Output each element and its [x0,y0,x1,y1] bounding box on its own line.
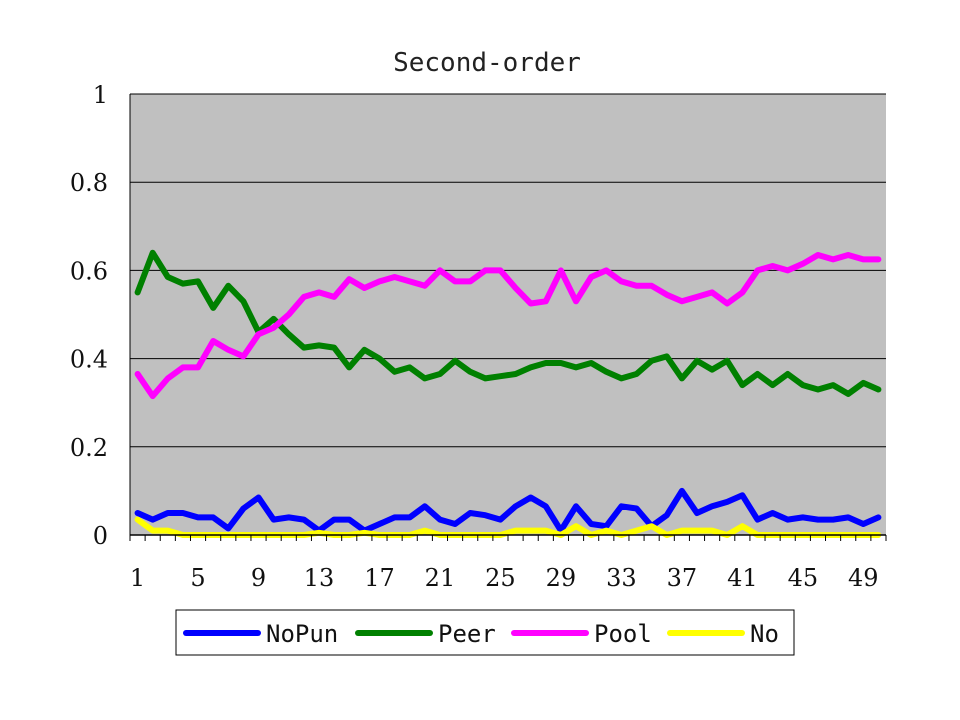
x-tick-label: 37 [667,564,698,592]
x-tick-label: 1 [130,564,145,592]
x-tick-label: 29 [546,564,577,592]
series-lines [134,249,882,538]
plot-area [130,94,886,535]
y-tick-label: 0.6 [70,257,108,285]
x-tick-label: 49 [848,564,879,592]
y-tick-labels: 0 0.2 0.4 0.6 0.8 1 [70,81,108,550]
x-tick-label: 33 [606,564,637,592]
legend-label-pool: Pool [594,620,652,648]
y-tick-label: 0.8 [70,169,108,197]
series-line-peer [134,249,882,397]
legend-label-peer: Peer [438,620,496,648]
x-tick-label: 13 [304,564,335,592]
series-line-nopun [134,487,882,534]
x-tick-label: 21 [425,564,456,592]
y-tick-label: 0.4 [70,346,108,374]
x-tick-label: 17 [364,564,395,592]
y-tick-label: 0.2 [70,434,108,462]
gridlines [130,93,886,448]
x-tick-label: 41 [727,564,758,592]
y-tick-label: 1 [93,81,108,109]
legend-label-no: No [750,620,779,648]
x-tick-label: 9 [251,564,266,592]
x-tick-label: 25 [485,564,516,592]
x-tick-label: 5 [190,564,205,592]
legend: NoPun Peer Pool No [175,609,795,656]
x-tick-labels: 1 5 9 13 17 21 25 29 33 37 41 45 49 [130,564,879,592]
y-tick-label: 0 [93,522,108,550]
legend-label-nopun: NoPun [266,620,338,648]
x-tick-label: 45 [788,564,819,592]
axes [129,94,887,541]
series-line-pool [134,252,882,400]
chart-title: Second-order [393,48,581,78]
